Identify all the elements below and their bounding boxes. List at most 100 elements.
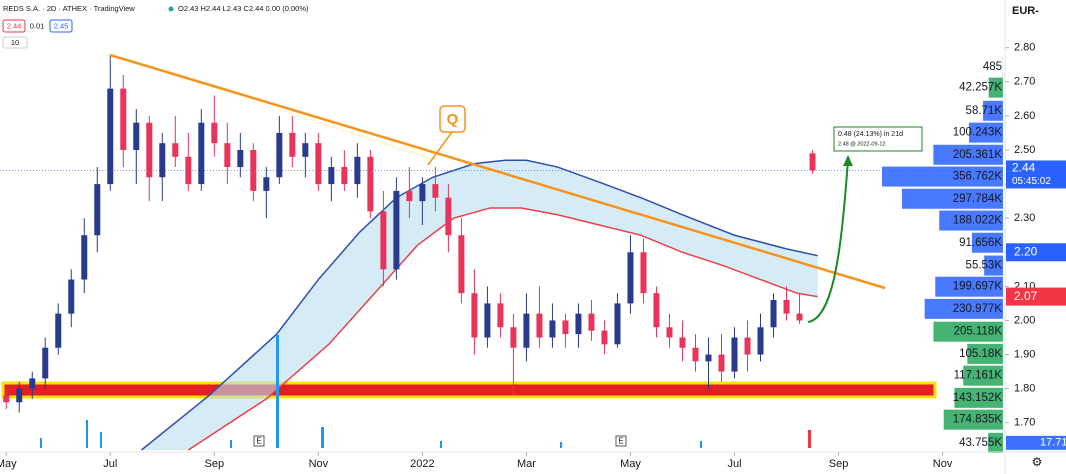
volume-bar <box>276 335 279 448</box>
candle-body <box>458 235 465 294</box>
candle-body <box>510 327 517 348</box>
candle-body <box>211 122 218 144</box>
last-price-label: 2.44 <box>1012 161 1036 175</box>
x-tick-label: Sep <box>829 458 849 470</box>
callout-text: Q <box>447 111 459 128</box>
event-box[interactable] <box>615 435 627 447</box>
candle-body <box>471 293 478 338</box>
volume-profile-label: 55.53K <box>966 260 1003 272</box>
volume-profile-label: 230.977K <box>953 303 1003 315</box>
volume-profile-label: 105.18K <box>959 348 1002 360</box>
ohlc: O2.43 H2.44 L2.43 C2.44 0.00 (0.00%) <box>178 4 309 13</box>
volume-profile-label: 42.257K <box>959 82 1002 94</box>
candle-body <box>250 150 257 191</box>
candle-body <box>614 303 621 345</box>
projection-label: 0.48 (24.13%) in 21d <box>838 131 903 138</box>
price-badge <box>1006 243 1066 262</box>
x-tick-label: Nov <box>933 458 953 470</box>
candle-body <box>302 143 309 157</box>
volume-profile-bar <box>943 409 1003 430</box>
candle-body <box>29 378 36 389</box>
candle-body <box>601 330 608 345</box>
candle-body <box>3 395 10 403</box>
candle-body <box>731 337 738 372</box>
status-dot <box>168 6 174 12</box>
candle-body <box>159 143 166 178</box>
volume-length: 10 <box>11 38 19 47</box>
candle-body <box>276 132 283 178</box>
candle-body <box>81 235 88 280</box>
volume-profile-bar <box>988 77 1003 98</box>
event-label: E <box>256 437 261 446</box>
axis-badge-box <box>1006 435 1066 450</box>
volume-input[interactable] <box>2 36 28 49</box>
volume-profile-bar <box>933 144 1003 165</box>
candle-body <box>406 190 413 202</box>
event-markers: E E <box>253 435 627 447</box>
volume-profile-bar <box>902 188 1003 209</box>
volume-profile-label: 117.161K <box>954 370 1003 382</box>
volume-bar <box>321 427 324 448</box>
y-tick-label: 2.60 <box>1014 110 1035 122</box>
bid: 2.44 <box>7 21 22 30</box>
projection-sublabel: 2.48 @ 2022-09-12 <box>838 141 885 147</box>
volume-bar <box>808 430 811 448</box>
volume-profile-bar <box>924 298 1003 319</box>
x-tick-label: Jul <box>103 458 117 470</box>
event-box[interactable] <box>253 435 265 447</box>
event-label: E <box>618 437 623 446</box>
volume-bar <box>700 441 702 448</box>
candle-body <box>120 88 127 150</box>
candle-body <box>653 293 660 328</box>
moving-average <box>187 207 818 451</box>
settings-icon[interactable]: ⚙ <box>1032 455 1043 469</box>
candle-body <box>380 211 387 270</box>
candle-body <box>536 313 543 338</box>
volume-bar <box>560 442 562 448</box>
x-tick-label: Sep <box>205 458 225 470</box>
candle-body <box>497 303 504 328</box>
volume-profile-bar <box>988 432 1003 453</box>
candle-body <box>432 184 439 198</box>
candle-body <box>224 143 231 168</box>
volume-profile-label: 91.656K <box>959 237 1002 249</box>
volume-profile-label: 356.762K <box>953 171 1003 183</box>
trend-line <box>109 53 886 290</box>
spread: 0.01 <box>30 21 45 30</box>
ask: 2.45 <box>54 21 69 30</box>
candle-body <box>783 300 790 314</box>
price-badge-label: 2.07 <box>1014 289 1038 303</box>
y-tick-label: 1.90 <box>1014 348 1035 360</box>
candle-body <box>770 300 777 328</box>
x-tick-label: 2022 <box>410 458 434 470</box>
volume-profile-bar <box>967 343 1003 364</box>
candle-body <box>146 122 153 178</box>
projection-box <box>833 126 923 152</box>
candle-body <box>263 177 270 191</box>
candle-body <box>198 122 205 185</box>
volume-profile-label: 58.71K <box>966 105 1003 117</box>
candle-body <box>627 252 634 304</box>
candle-body <box>315 143 322 185</box>
countdown: 05:45:02 <box>1012 176 1051 187</box>
y-tick-label: 2.30 <box>1014 212 1035 224</box>
candle-body <box>393 190 400 270</box>
bid-box[interactable] <box>2 19 26 33</box>
ask-box[interactable] <box>49 19 73 33</box>
candle-body <box>575 313 582 335</box>
candle-body <box>354 156 361 185</box>
candle-body <box>692 347 699 362</box>
legend: REDS S.A. · 2D · ATHEX · TradingView O2.… <box>2 4 309 49</box>
moving-average <box>141 159 818 451</box>
candle-body <box>185 156 192 185</box>
volume-profile-bar <box>984 255 1003 276</box>
volume-profile-label: 143.152K <box>953 392 1003 404</box>
ma-band <box>141 160 818 450</box>
axis-badge: 17.717K <box>1040 437 1066 449</box>
candle-body <box>562 320 569 335</box>
callout-box <box>439 105 466 133</box>
candle-body <box>367 156 374 212</box>
candle-body <box>679 337 686 348</box>
callout-line <box>427 131 453 166</box>
